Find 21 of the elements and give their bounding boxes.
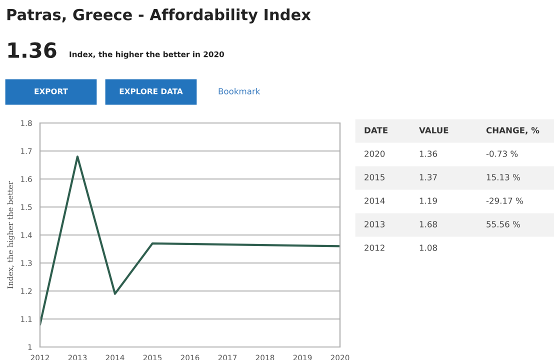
text: 55.56 % — [486, 221, 520, 228]
text: CHANGE, % — [486, 127, 540, 134]
text: Bookmark — [218, 88, 260, 94]
text: 2013 — [364, 221, 385, 228]
text: 1.08 — [420, 244, 437, 251]
text: DATE — [364, 127, 388, 134]
text: -29.17 % — [486, 198, 523, 204]
chart-subtitle: 1.36 — [8, 42, 56, 58]
line-series — [40, 156, 340, 326]
text: 1.68 — [420, 221, 437, 228]
text: 2014 — [364, 198, 385, 204]
text: 1.36 — [420, 150, 438, 157]
text: VALUE — [419, 127, 448, 134]
chart-title: Patras, Greece - Affordability Index — [7, 8, 311, 24]
text: 1.37 — [420, 174, 437, 180]
text: 2020 — [364, 150, 385, 157]
text: -0.73 % — [486, 150, 518, 157]
text: 15.13 % — [486, 174, 520, 180]
text: 2015 — [364, 174, 384, 180]
text: 1.19 — [420, 198, 437, 204]
text: 2012 — [364, 244, 384, 251]
